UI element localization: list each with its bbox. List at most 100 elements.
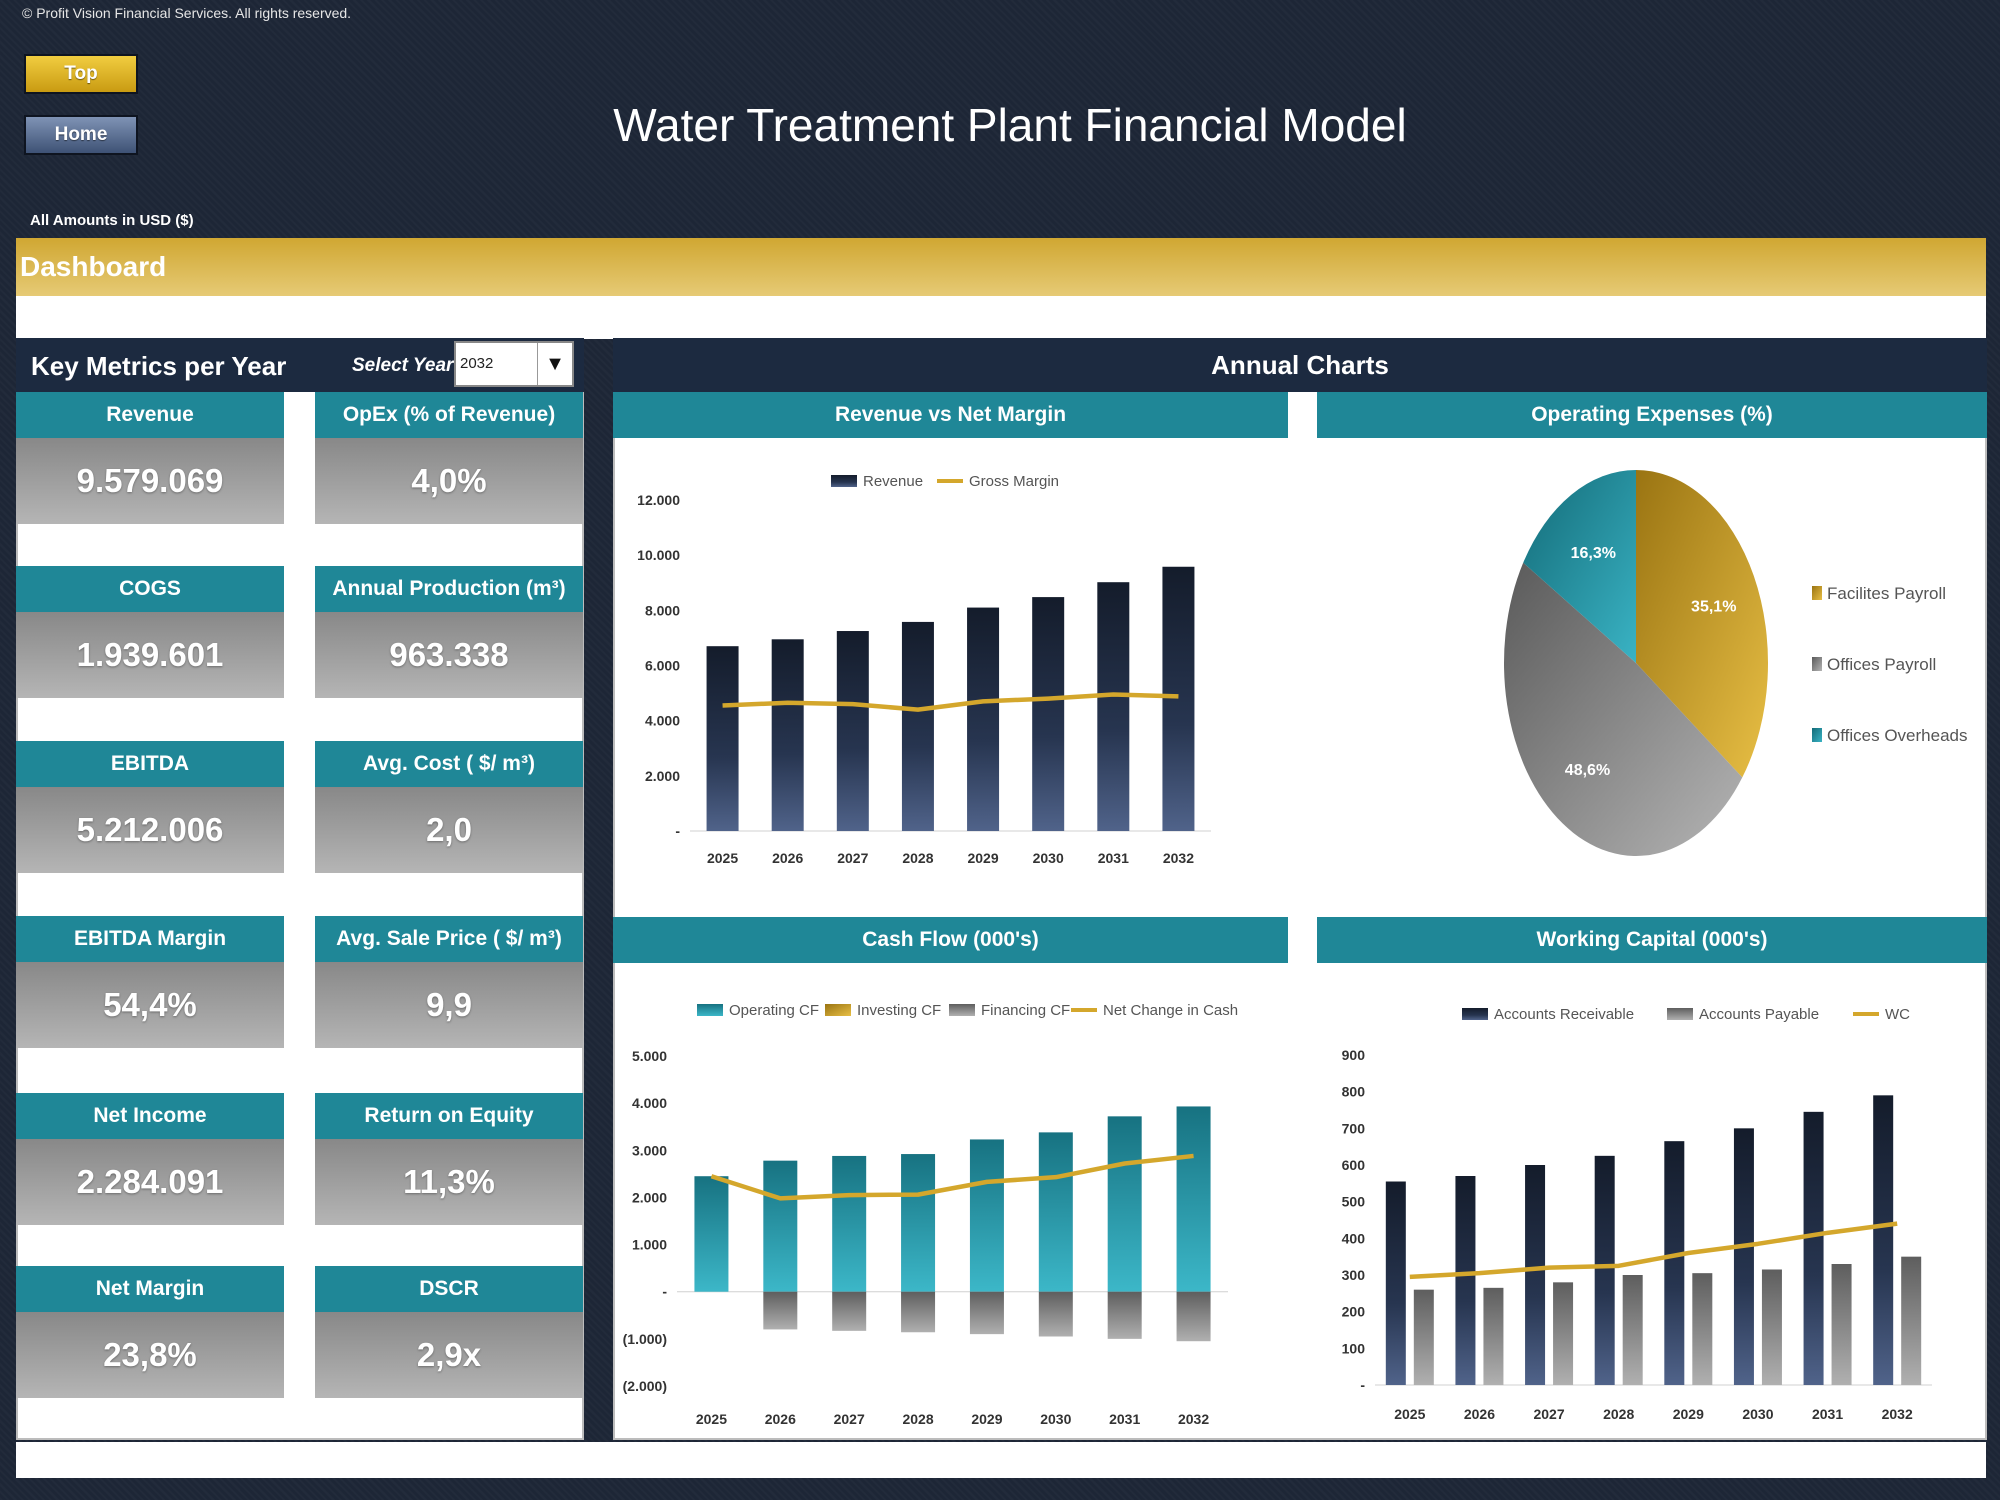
- legend-swatch: [1462, 1008, 1488, 1020]
- bar-accounts-payable: [1483, 1287, 1504, 1385]
- y-tick-label: 2.000: [645, 768, 680, 784]
- cashflow-chart-title: Cash Flow (000's): [613, 917, 1288, 963]
- bar-revenue: [1097, 582, 1130, 831]
- y-tick-label: -: [675, 823, 680, 839]
- y-tick-label: 100: [1342, 1340, 1366, 1356]
- bar-revenue: [967, 607, 1000, 831]
- home-button[interactable]: Home: [24, 115, 138, 155]
- legend-label: Offices Overheads: [1827, 726, 1967, 745]
- y-tick-label: 900: [1342, 1047, 1366, 1063]
- y-tick-label: (2.000): [623, 1378, 667, 1394]
- legend-swatch: [831, 475, 857, 487]
- x-tick-label: 2029: [967, 850, 998, 866]
- metric-value: 9.579.069: [16, 438, 284, 524]
- x-tick-label: 2025: [707, 850, 738, 866]
- bar-accounts-payable: [1692, 1273, 1713, 1385]
- x-tick-label: 2025: [696, 1411, 727, 1427]
- x-tick-label: 2028: [1603, 1406, 1634, 1422]
- legend-label: Gross Margin: [969, 473, 1059, 490]
- y-tick-label: 2.000: [632, 1189, 667, 1205]
- bar-financing-cf: [969, 1291, 1004, 1335]
- select-year-label: Select Year: [352, 355, 454, 376]
- bar-accounts-payable: [1622, 1275, 1643, 1385]
- copyright-notice: © Profit Vision Financial Services. All …: [22, 5, 352, 21]
- working-capital-chart: 900 800 700 600 500 400 300 200 100 - 2025 2026 2027…: [1342, 1006, 1932, 1422]
- x-tick-label: 2026: [772, 850, 803, 866]
- bar-revenue: [706, 646, 739, 831]
- metric-value: 5.212.006: [16, 787, 284, 873]
- top-button[interactable]: Top: [24, 54, 138, 94]
- bar-accounts-receivable: [1594, 1155, 1615, 1385]
- bar-revenue: [1162, 566, 1195, 831]
- metric-label: EBITDA Margin: [16, 916, 284, 962]
- bar-accounts-receivable: [1733, 1128, 1754, 1385]
- legend-swatch: [1812, 728, 1822, 742]
- y-tick-label: 5.000: [632, 1048, 667, 1064]
- y-tick-label: 4.000: [632, 1095, 667, 1111]
- metric-value: 963.338: [315, 612, 583, 698]
- metric-value: 11,3%: [315, 1139, 583, 1225]
- bar-financing-cf: [1176, 1291, 1211, 1342]
- legend-label: Operating CF: [729, 1002, 819, 1019]
- legend-label: Facilites Payroll: [1827, 584, 1946, 603]
- y-tick-label: 200: [1342, 1304, 1366, 1320]
- metric-value: 4,0%: [315, 438, 583, 524]
- bar-revenue: [836, 631, 869, 831]
- metric-value: 2,0: [315, 787, 583, 873]
- x-tick-label: 2032: [1882, 1406, 1913, 1422]
- legend-swatch: [825, 1004, 851, 1016]
- x-tick-label: 2027: [834, 1411, 865, 1427]
- dashboard-section-bar: Dashboard: [16, 238, 1986, 296]
- operating-expenses-pie-chart: 35,1% 48,6% 16,3% Facilites Payroll Offices …: [1504, 470, 1967, 856]
- currency-note: All Amounts in USD ($): [30, 212, 194, 229]
- legend-label: Investing CF: [857, 1002, 941, 1019]
- bar-financing-cf: [1107, 1291, 1142, 1339]
- x-tick-label: 2025: [1394, 1406, 1425, 1422]
- bar-operating-cf: [832, 1155, 867, 1292]
- bar-accounts-payable: [1901, 1256, 1922, 1385]
- metric-label: DSCR: [315, 1266, 583, 1312]
- metric-value: 23,8%: [16, 1312, 284, 1398]
- metric-value: 2,9x: [315, 1312, 583, 1398]
- y-tick-label: 1.000: [632, 1237, 667, 1253]
- y-tick-label: 6.000: [645, 658, 680, 674]
- x-tick-label: 2028: [902, 850, 933, 866]
- x-tick-label: 2031: [1098, 850, 1129, 866]
- legend-label: Accounts Receivable: [1494, 1006, 1634, 1023]
- metric-label: Revenue: [16, 392, 284, 438]
- spacer-strip: [16, 296, 1986, 339]
- bar-revenue: [901, 621, 934, 831]
- pie-slice: [1636, 470, 1768, 778]
- legend-swatch: [949, 1004, 975, 1016]
- metric-label: Return on Equity: [315, 1093, 583, 1139]
- x-tick-label: 2026: [1464, 1406, 1495, 1422]
- pie-slice: [1523, 470, 1636, 663]
- metric-value: 9,9: [315, 962, 583, 1048]
- x-tick-label: 2030: [1040, 1411, 1071, 1427]
- bar-revenue: [1032, 597, 1065, 831]
- x-tick-label: 2030: [1742, 1406, 1773, 1422]
- bar-operating-cf: [694, 1176, 729, 1292]
- y-tick-label: 500: [1342, 1194, 1366, 1210]
- y-tick-label: 700: [1342, 1120, 1366, 1136]
- metric-label: Annual Production (m³): [315, 566, 583, 612]
- legend-swatch: [1812, 657, 1822, 671]
- x-tick-label: 2030: [1033, 850, 1064, 866]
- metric-value: 1.939.601: [16, 612, 284, 698]
- legend-label: Financing CF: [981, 1002, 1070, 1019]
- y-tick-label: 400: [1342, 1230, 1366, 1246]
- y-tick-label: -: [1360, 1377, 1365, 1393]
- dropdown-arrow-icon[interactable]: ▼: [537, 343, 572, 385]
- line-gross-margin: [722, 692, 1179, 712]
- y-tick-label: (1.000): [623, 1331, 667, 1347]
- bottom-strip: [16, 1442, 1986, 1478]
- bar-operating-cf: [1038, 1132, 1073, 1292]
- year-select[interactable]: [454, 341, 574, 387]
- bar-operating-cf: [763, 1160, 798, 1292]
- pie-data-label: 48,6%: [1565, 762, 1610, 779]
- page-title: Water Treatment Plant Financial Model: [613, 99, 1407, 151]
- bar-financing-cf: [763, 1291, 798, 1330]
- metric-label: Avg. Cost ( $/ m³): [315, 741, 583, 787]
- revenue-vs-margin-chart: 12.000 10.000 8.000 6.000 4.000 2.000 - 2025 202…: [637, 473, 1211, 866]
- legend-label: Revenue: [863, 473, 923, 490]
